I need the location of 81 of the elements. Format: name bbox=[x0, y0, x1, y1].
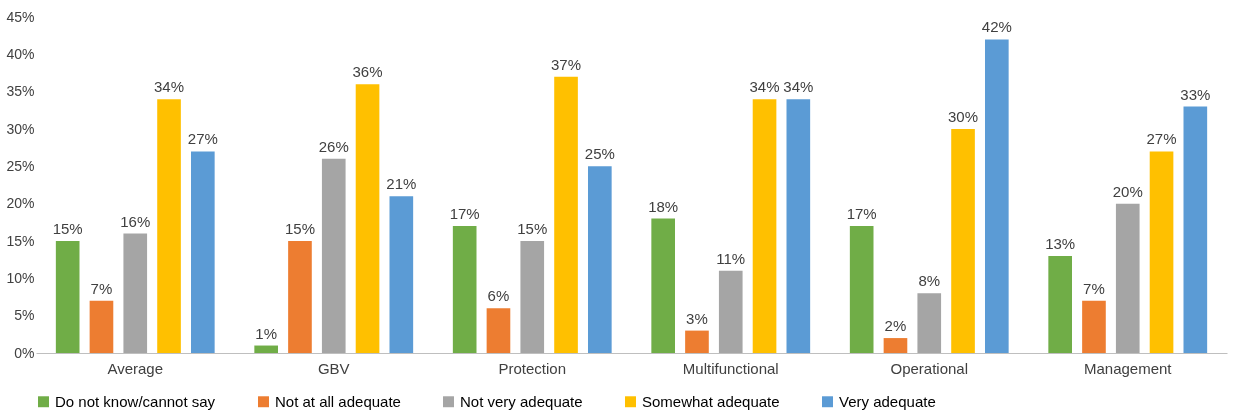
data-label: 17% bbox=[846, 205, 877, 223]
legend-label: Very adequate bbox=[839, 392, 936, 410]
x-tick-label: Average bbox=[107, 359, 164, 377]
x-tick-label: Multifunctional bbox=[682, 359, 779, 377]
data-label: 16% bbox=[120, 212, 151, 230]
y-tick-label: 0% bbox=[14, 344, 35, 361]
data-label: 17% bbox=[449, 205, 480, 223]
bar bbox=[389, 196, 414, 353]
data-label: 11% bbox=[716, 249, 746, 267]
y-tick-label: 10% bbox=[6, 269, 35, 286]
data-label: 20% bbox=[1112, 182, 1143, 200]
data-label: 36% bbox=[352, 63, 383, 81]
bar bbox=[157, 99, 181, 353]
bar bbox=[452, 226, 477, 353]
x-tick-label: Management bbox=[1083, 359, 1173, 377]
bar bbox=[718, 270, 743, 353]
data-label: 15% bbox=[52, 220, 83, 237]
legend-label: Not at all adequate bbox=[275, 392, 401, 410]
data-label: 25% bbox=[584, 145, 615, 163]
bar bbox=[55, 241, 80, 353]
y-tick-label: 25% bbox=[6, 157, 35, 174]
bar bbox=[685, 330, 709, 353]
data-label: 34% bbox=[783, 78, 814, 96]
data-label: 33% bbox=[1180, 85, 1211, 103]
y-tick-label: 40% bbox=[6, 45, 35, 62]
bar bbox=[321, 158, 346, 353]
data-label: 18% bbox=[648, 197, 679, 215]
y-tick-label: 35% bbox=[6, 83, 35, 100]
data-label: 26% bbox=[318, 137, 349, 155]
bar bbox=[883, 338, 908, 353]
data-label: 3% bbox=[686, 309, 708, 327]
bar bbox=[191, 151, 215, 353]
bar bbox=[588, 166, 612, 353]
y-tick-label: 30% bbox=[6, 120, 35, 137]
bar bbox=[554, 76, 578, 353]
data-label: 34% bbox=[154, 78, 185, 96]
data-label: 27% bbox=[187, 130, 218, 148]
bar bbox=[917, 293, 942, 353]
bar bbox=[1048, 255, 1072, 353]
bar bbox=[1183, 106, 1208, 353]
bar bbox=[254, 345, 278, 353]
x-tick-label: Operational bbox=[890, 359, 969, 377]
data-label: 37% bbox=[551, 55, 582, 73]
data-label: 27% bbox=[1146, 130, 1177, 148]
bar bbox=[288, 241, 312, 353]
data-label: 15% bbox=[284, 220, 315, 237]
data-label: 7% bbox=[1083, 279, 1105, 297]
legend-label: Not very adequate bbox=[460, 392, 583, 410]
bar bbox=[1115, 203, 1140, 353]
y-tick-label: 15% bbox=[6, 232, 35, 249]
bar bbox=[486, 308, 511, 353]
bar bbox=[651, 218, 675, 353]
bar bbox=[355, 84, 380, 353]
bar bbox=[1082, 300, 1106, 353]
bar bbox=[89, 300, 114, 353]
data-label: 8% bbox=[918, 272, 941, 290]
data-label: 7% bbox=[90, 279, 113, 297]
bar bbox=[520, 241, 545, 353]
data-label: 42% bbox=[981, 18, 1012, 36]
data-label: 1% bbox=[255, 324, 278, 342]
legend-label: Do not know/cannot say bbox=[55, 392, 216, 410]
bar bbox=[849, 226, 874, 353]
data-label: 2% bbox=[884, 317, 907, 335]
legend-label: Somewhat adequate bbox=[642, 392, 780, 410]
bar bbox=[752, 99, 777, 353]
data-label: 13% bbox=[1045, 234, 1076, 252]
bar bbox=[123, 233, 148, 353]
x-tick-label: Protection bbox=[498, 359, 567, 377]
bar bbox=[985, 39, 1009, 353]
data-label: 30% bbox=[948, 108, 979, 125]
data-label: 21% bbox=[386, 175, 417, 193]
x-tick-label: GBV bbox=[317, 359, 350, 377]
y-tick-label: 45% bbox=[6, 8, 35, 25]
y-tick-label: 20% bbox=[6, 195, 35, 212]
data-label: 15% bbox=[517, 220, 548, 237]
bar bbox=[951, 129, 975, 353]
data-label: 6% bbox=[487, 287, 510, 305]
bar bbox=[1149, 151, 1174, 353]
y-tick-label: 5% bbox=[14, 307, 35, 324]
bar bbox=[786, 99, 811, 353]
data-label: 34% bbox=[749, 78, 780, 96]
